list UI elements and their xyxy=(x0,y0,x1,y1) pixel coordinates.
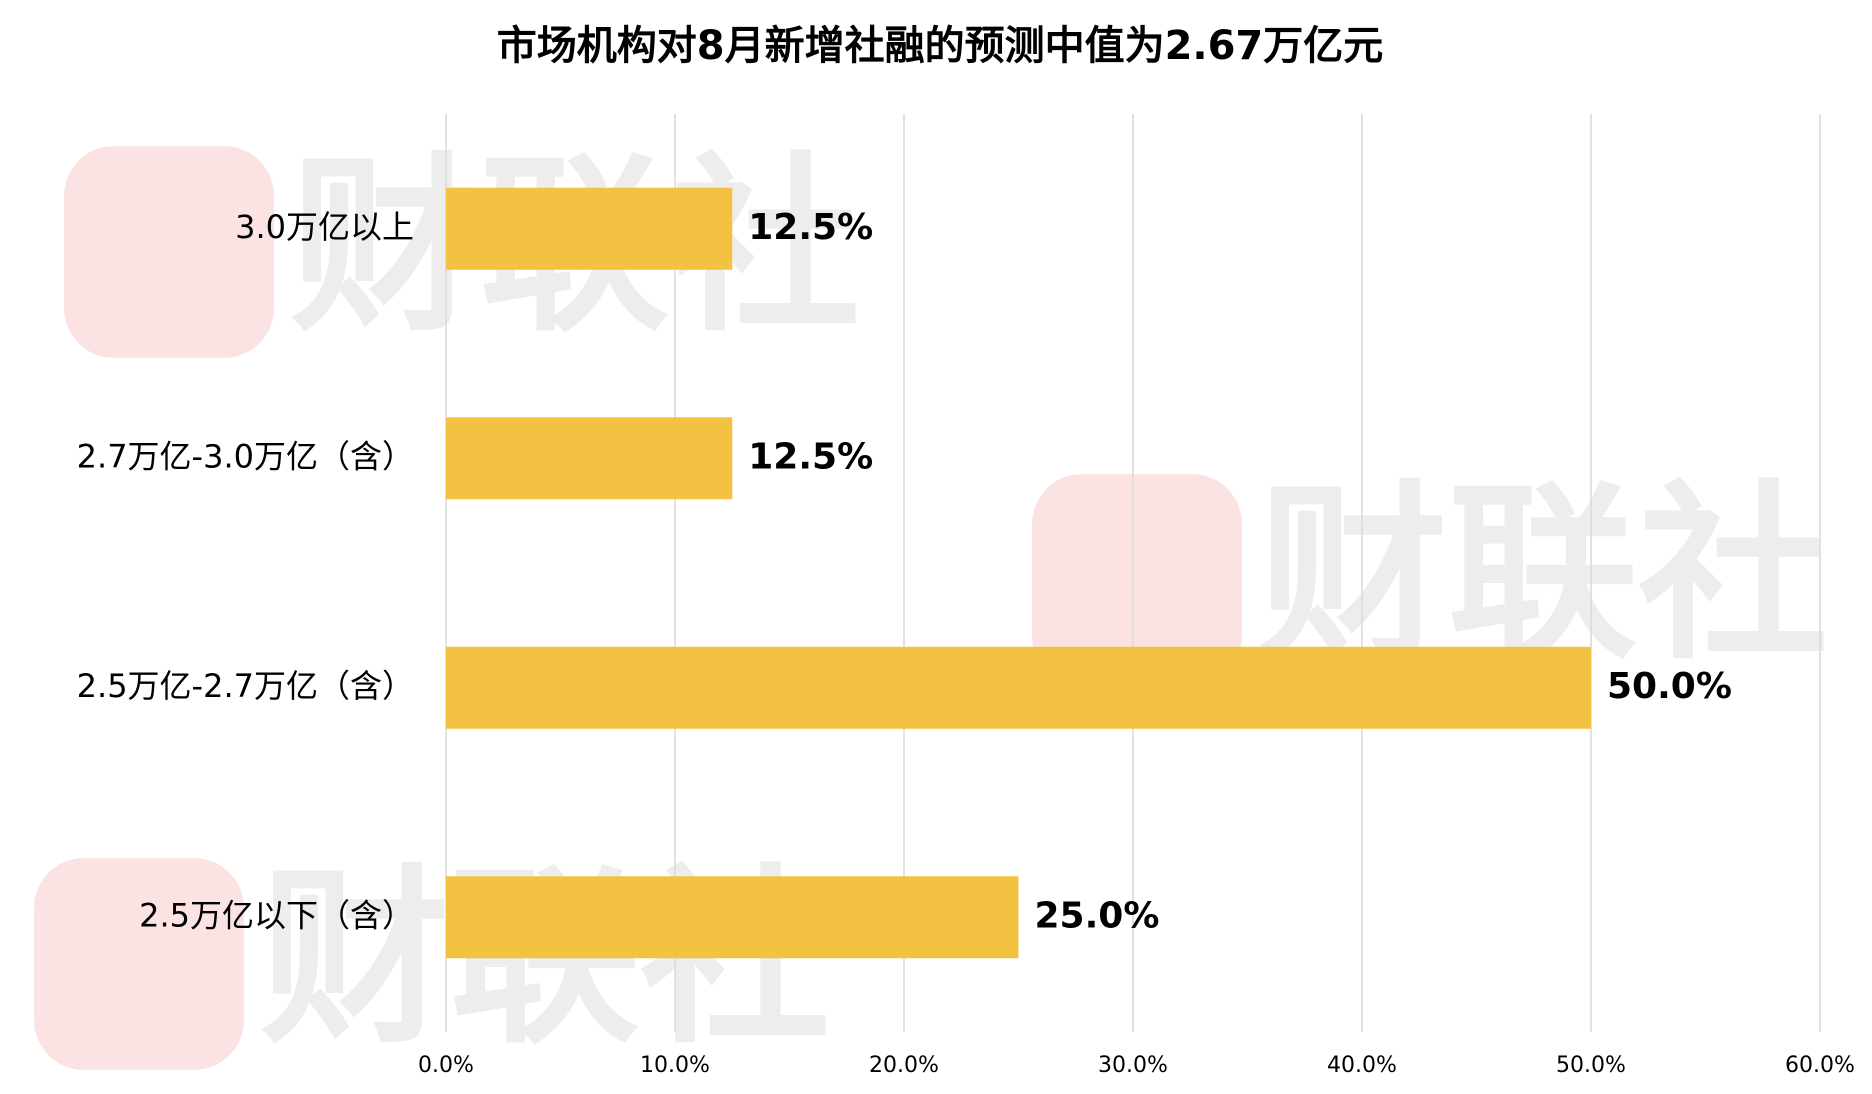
value-label: 12.5% xyxy=(748,436,873,477)
value-label: 50.0% xyxy=(1607,666,1732,707)
watermarks: 财联社 财联社 财联社 xyxy=(34,136,1828,1070)
x-tick-label: 20.0% xyxy=(869,1053,939,1078)
bar xyxy=(446,417,733,500)
value-label: 25.0% xyxy=(1035,895,1160,936)
x-tick-label: 60.0% xyxy=(1785,1053,1855,1078)
y-tick-label: 2.5万亿以下（含） xyxy=(139,896,414,934)
bar xyxy=(446,876,1019,959)
watermark-logo xyxy=(34,858,244,1070)
x-tick-label: 30.0% xyxy=(1098,1053,1168,1078)
x-tick-label: 50.0% xyxy=(1556,1053,1626,1078)
watermark-logo xyxy=(1032,474,1242,686)
bar xyxy=(446,187,733,270)
x-tick-label: 0.0% xyxy=(418,1053,474,1078)
y-tick-label: 2.5万亿-2.7万亿（含） xyxy=(77,667,414,705)
bar xyxy=(446,646,1591,729)
x-tick-label: 40.0% xyxy=(1327,1053,1397,1078)
watermark-logo xyxy=(64,146,274,358)
y-tick-label: 3.0万亿以上 xyxy=(235,208,414,246)
y-tick-label: 2.7万亿-3.0万亿（含） xyxy=(77,437,414,475)
value-label: 12.5% xyxy=(748,207,873,248)
chart-title: 市场机构对8月新增社融的预测中值为2.67万亿元 xyxy=(497,23,1384,69)
x-tick-label: 10.0% xyxy=(640,1053,710,1078)
